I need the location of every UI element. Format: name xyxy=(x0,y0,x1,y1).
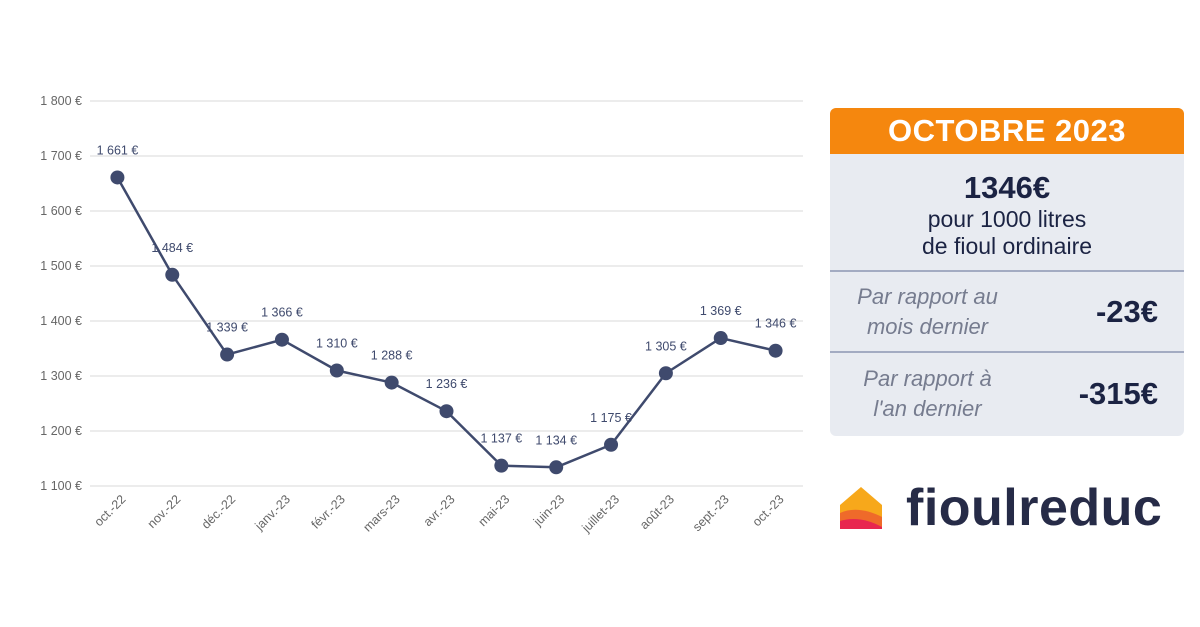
data-label: 1 310 € xyxy=(316,337,358,351)
x-tick-label: avr.-23 xyxy=(421,492,458,529)
data-label: 1 366 € xyxy=(261,306,303,320)
year-comparison-label: Par rapport à l'an dernier xyxy=(830,364,1025,424)
card-row-month: Par rapport au mois dernier -23€ xyxy=(830,272,1184,353)
y-tick-label: 1 300 € xyxy=(40,369,82,383)
data-point xyxy=(220,347,235,362)
data-label: 1 305 € xyxy=(645,339,687,353)
price-series xyxy=(110,170,783,475)
y-tick-label: 1 600 € xyxy=(40,204,82,218)
x-tick-label: mars-23 xyxy=(360,492,402,534)
x-tick-label: juin-23 xyxy=(530,492,567,529)
data-point xyxy=(274,332,289,347)
data-label: 1 339 € xyxy=(206,321,248,335)
year-label-line2: l'an dernier xyxy=(873,395,982,421)
card-price-block: 1346€ pour 1000 litres de fioul ordinair… xyxy=(830,154,1184,272)
card-description-line2: de fioul ordinaire xyxy=(921,233,1093,259)
y-tick-label: 1 200 € xyxy=(40,424,82,438)
month-comparison-value: -23€ xyxy=(1095,293,1158,329)
data-label: 1 175 € xyxy=(590,411,632,425)
brand-name: fioulreduc xyxy=(906,479,1163,537)
price-line-chart: 1 100 € 1 200 € 1 300 € 1 400 € 1 500 € 1 600… xyxy=(40,94,803,536)
card-price: 1346€ xyxy=(963,170,1051,205)
x-tick-label: déc.-22 xyxy=(199,492,238,531)
data-label: 1 369 € xyxy=(700,304,742,318)
year-comparison-value: -315€ xyxy=(1078,375,1158,411)
year-label-line1: Par rapport à xyxy=(863,365,992,391)
house-flame-icon xyxy=(840,487,882,529)
x-tick-label: sept.-23 xyxy=(690,492,732,534)
x-tick-label: oct.-22 xyxy=(92,492,129,529)
y-tick-label: 1 100 € xyxy=(40,479,82,493)
summary-card: OCTOBRE 2023 1346€ pour 1000 litres de f… xyxy=(830,108,1184,436)
card-row-year: Par rapport à l'an dernier -315€ xyxy=(830,353,1184,434)
data-point xyxy=(329,363,344,378)
data-labels: 1 661 € 1 484 € 1 339 € 1 366 € 1 310 € 1 288… xyxy=(97,143,797,447)
chart-gridlines xyxy=(90,100,803,487)
x-tick-label: juillet-23 xyxy=(579,492,623,536)
data-label: 1 484 € xyxy=(151,241,193,255)
brand-logo[interactable]: fioulreduc xyxy=(838,480,1162,536)
y-tick-label: 1 400 € xyxy=(40,314,82,328)
card-description-line1: pour 1000 litres xyxy=(927,206,1087,232)
data-point xyxy=(768,343,783,358)
data-label: 1 134 € xyxy=(535,433,577,447)
data-label: 1 288 € xyxy=(371,349,413,363)
x-tick-label: oct.-23 xyxy=(750,492,787,529)
y-tick-label: 1 500 € xyxy=(40,259,82,273)
data-point xyxy=(604,437,619,452)
data-point xyxy=(165,267,180,282)
data-label: 1 661 € xyxy=(97,143,139,157)
data-point xyxy=(549,460,564,475)
x-tick-label: févr.-23 xyxy=(309,492,348,531)
x-tick-label: août-23 xyxy=(637,492,677,532)
y-tick-label: 1 700 € xyxy=(40,149,82,163)
data-label: 1 236 € xyxy=(426,377,468,391)
y-axis: 1 100 € 1 200 € 1 300 € 1 400 € 1 500 € 1 600… xyxy=(40,94,82,493)
data-point xyxy=(384,375,399,390)
data-point xyxy=(494,458,509,473)
y-tick-label: 1 800 € xyxy=(40,94,82,108)
x-tick-label: nov.-22 xyxy=(145,492,184,531)
month-label-line1: Par rapport au xyxy=(857,283,998,309)
data-point xyxy=(713,331,728,346)
x-tick-label: mai-23 xyxy=(476,492,513,529)
data-point xyxy=(110,170,125,185)
data-label: 1 137 € xyxy=(480,432,522,446)
data-label: 1 346 € xyxy=(755,317,797,331)
x-axis: oct.-22 nov.-22 déc.-22 janv.-23 févr.-23 mar… xyxy=(92,492,787,536)
data-point xyxy=(658,366,673,381)
x-tick-label: janv.-23 xyxy=(252,492,293,533)
data-point xyxy=(439,404,454,419)
month-label-line2: mois dernier xyxy=(866,313,989,339)
month-comparison-label: Par rapport au mois dernier xyxy=(830,282,1025,342)
card-header: OCTOBRE 2023 xyxy=(830,108,1184,154)
